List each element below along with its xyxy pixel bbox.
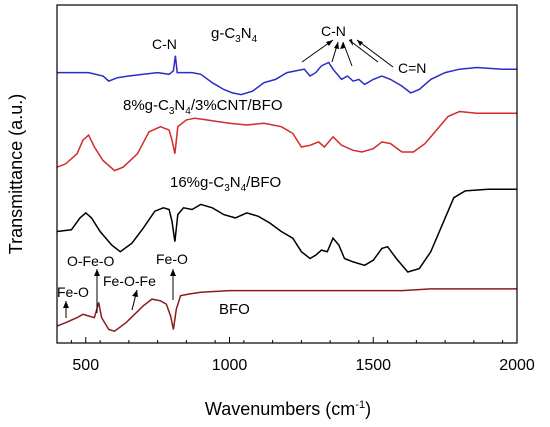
- arrowhead-cn-3: [340, 42, 345, 49]
- arrowhead-feofe: [132, 290, 138, 297]
- arrowhead-feo-right: [170, 269, 176, 276]
- arrow-ceqn: [356, 39, 394, 68]
- x-axis-label: Wavenumbers (cm-1): [205, 399, 371, 419]
- y-axis-label: Transmittance (a.u.): [6, 94, 26, 254]
- series-label-part: g-C: [211, 25, 235, 42]
- x-axis-label-sup: -1: [355, 399, 365, 411]
- arrowhead-ofeo: [94, 269, 100, 276]
- annotation-cn-left: C-N: [152, 36, 177, 52]
- annotation-feo-right: Fe-O: [156, 251, 188, 267]
- series-label-part: 4: [241, 183, 247, 194]
- series-label-part: 16%g-C: [170, 174, 224, 191]
- arrowhead-ceqn: [357, 40, 363, 46]
- annotation-ceqn: C=N: [398, 60, 426, 76]
- arrowhead-feo-left: [63, 301, 69, 308]
- series-label-part: 4: [185, 106, 191, 117]
- x-axis-label-tail: ): [365, 399, 371, 419]
- x-tick-label: 1500: [355, 357, 391, 374]
- series-label-part: /3%CNT/BFO: [191, 97, 283, 114]
- annotation-arrowheads: [63, 39, 363, 308]
- x-tick-label: 1000: [212, 357, 248, 374]
- arrowhead-cn-1: [326, 40, 333, 46]
- annotation-ofeo: O-Fe-O: [67, 253, 115, 269]
- series-label-part: N: [241, 25, 252, 42]
- plot-frame: [56, 4, 518, 344]
- series-label-part: N: [230, 174, 241, 191]
- arrowhead-cn-4: [349, 39, 353, 46]
- annotation-feofe: Fe-O-Fe: [103, 273, 156, 289]
- annotations-layer: C-N C-N C=N Fe-O O-Fe-O Fe-O-Fe Fe-O: [57, 23, 426, 318]
- x-tick-label: 500: [72, 357, 99, 374]
- series-label-part: /BFO: [246, 174, 281, 191]
- series-label-gcn: g-C3N4: [211, 25, 258, 45]
- series-label-part: BFO: [219, 301, 250, 318]
- x-axis-label-main: Wavenumbers (cm: [205, 399, 355, 419]
- arrowhead-cn-2: [334, 42, 339, 49]
- series-label-part: 3: [169, 106, 175, 117]
- series-label-cnt-bfo: 8%g-C3N4/3%CNT/BFO: [123, 97, 283, 117]
- series-label-part: 4: [252, 34, 258, 45]
- series-label-part: N: [174, 97, 185, 114]
- spectra-layer: [56, 55, 517, 333]
- series-label-gcn-bfo: 16%g-C3N4/BFO: [170, 174, 281, 194]
- x-axis-ticks: 500 1000 1500 2000: [70, 337, 535, 374]
- series-label-part: 8%g-C: [123, 97, 169, 114]
- series-line-gcn: [57, 55, 517, 96]
- series-line-gcn-bfo: [56, 188, 517, 273]
- series-line-bfo: [56, 288, 517, 333]
- series-line-cnt-bfo: [56, 110, 517, 172]
- arrow-cn-3: [342, 41, 353, 67]
- series-label-part: 3: [224, 183, 230, 194]
- x-tick-label: 2000: [499, 357, 535, 374]
- annotation-feo-left: Fe-O: [57, 284, 89, 300]
- series-label-bfo: BFO: [219, 301, 250, 318]
- annotation-cn-right: C-N: [321, 23, 346, 39]
- arrow-cn-4: [348, 39, 379, 63]
- series-label-part: 3: [235, 34, 241, 45]
